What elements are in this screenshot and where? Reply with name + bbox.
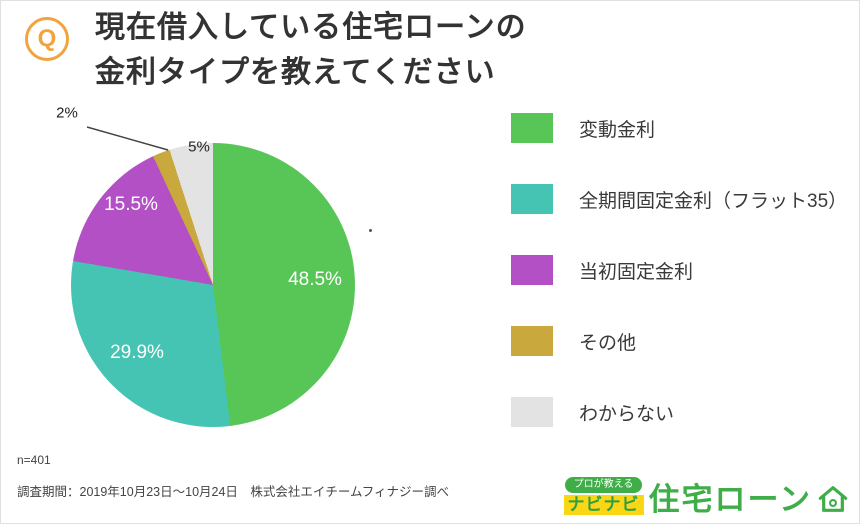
legend: 変動金利 全期間固定金利（フラット35） 当初固定金利 その他 わからない	[511, 113, 847, 468]
pie-label-dont-know: 5%	[188, 138, 210, 156]
pie-graphic	[71, 143, 355, 427]
logo-brand-name: ナビナビ	[563, 495, 644, 515]
legend-item-initial-fixed: 当初固定金利	[511, 255, 847, 285]
sample-size: n=401	[17, 453, 51, 467]
legend-label-other: その他	[579, 332, 637, 354]
legend-item-other: その他	[511, 326, 847, 356]
survey-note: 調査期間：2019年10月23日〜10月24日 株式会社エイチームフィナジー調べ	[17, 485, 450, 499]
legend-swatch-dont-know	[511, 397, 553, 427]
legend-item-dont-know: わからない	[511, 397, 847, 427]
page-title: 現在借入している住宅ローンの 金利タイプを教えてください	[95, 5, 527, 95]
logo-product-name: 住宅ローン	[648, 482, 812, 517]
legend-label-variable-rate: 変動金利	[579, 119, 656, 141]
pie-label-variable-rate: 48.5%	[288, 269, 342, 290]
logo-tagline: プロが教える	[564, 477, 643, 493]
title-line-2: 金利タイプを教えてください	[95, 56, 496, 89]
legend-swatch-other	[511, 326, 553, 356]
legend-label-dont-know: わからない	[579, 403, 675, 425]
legend-item-variable-rate: 変動金利	[511, 113, 847, 143]
logo-left-block: プロが教える ナビナビ	[563, 477, 644, 515]
legend-swatch-full-term-fixed	[511, 184, 553, 214]
question-badge: Q	[25, 17, 69, 61]
q-badge-label: Q	[37, 25, 57, 52]
stray-dot	[369, 229, 372, 232]
legend-label-full-term-fixed: 全期間固定金利（フラット35）	[579, 190, 848, 212]
brand-logo: プロが教える ナビナビ 住宅ローン	[563, 477, 849, 517]
title-line-1: 現在借入している住宅ローンの	[95, 11, 527, 44]
pie-label-initial-fixed: 15.5%	[104, 194, 158, 215]
legend-swatch-variable-rate	[511, 113, 553, 143]
legend-item-full-term-fixed: 全期間固定金利（フラット35）	[511, 184, 847, 214]
pie-chart: 48.5% 29.9% 15.5% 2% 5%	[56, 105, 355, 427]
pie-label-full-term-fixed: 29.9%	[110, 342, 164, 363]
pie-label-other: 2%	[56, 104, 78, 122]
legend-label-initial-fixed: 当初固定金利	[579, 261, 694, 283]
house-icon	[818, 486, 848, 512]
legend-swatch-initial-fixed	[511, 255, 553, 285]
